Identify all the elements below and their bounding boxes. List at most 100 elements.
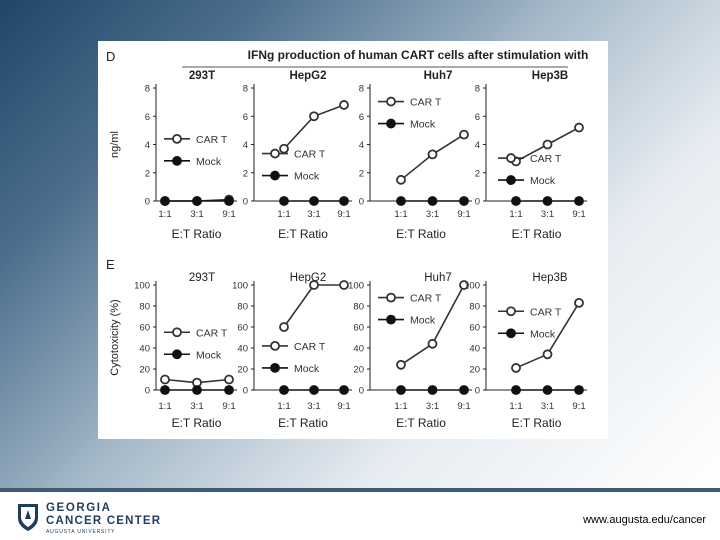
x-axis-label-D-hepg2: E:T Ratio — [278, 227, 328, 241]
data-point-E-hepg2-mock — [309, 385, 319, 395]
x-tick-label-D-huh7: 3:1 — [426, 209, 439, 220]
y-tick-label-D-huh7: 8 — [359, 84, 364, 95]
data-point-E-huh7-cart — [427, 338, 438, 349]
data-point-E-hepg2-cart — [339, 280, 349, 290]
x-axis-label-E-293t: E:T Ratio — [172, 416, 222, 430]
y-tick-label-D-hepg2: 4 — [243, 140, 248, 151]
y-tick-label-D-hep3b: 0 — [475, 197, 480, 208]
data-point-D-huh7-mock — [427, 196, 438, 206]
legend-marker-E-hepg2 — [270, 340, 280, 351]
legend-marker-D-hepg2 — [270, 148, 280, 159]
data-point-E-huh7-cart — [396, 359, 406, 370]
data-point-D-hep3b-mock — [511, 196, 521, 206]
x-tick-label-E-hep3b: 1:1 — [509, 401, 522, 412]
y-tick-label-D-293t: 2 — [145, 168, 150, 179]
data-point-E-293t-cart — [160, 374, 170, 385]
y-tick-label-E-huh7: 40 — [353, 344, 364, 355]
y-tick-label-E-hep3b: 80 — [469, 302, 480, 313]
legend-label-D-hep3b: CAR T — [530, 153, 562, 165]
y-tick-label-D-hep3b: 4 — [475, 140, 480, 151]
logo-line-3: AUGUSTA UNIVERSITY — [46, 529, 116, 535]
y-tick-label-E-hepg2: 60 — [237, 323, 248, 334]
x-tick-label-E-huh7: 3:1 — [426, 401, 439, 412]
y-tick-label-E-hep3b: 0 — [475, 386, 480, 397]
legend-marker-D-huh7 — [386, 96, 396, 107]
legend-label-E-hep3b: Mock — [530, 328, 556, 340]
x-axis-label-E-hep3b: E:T Ratio — [512, 416, 562, 430]
legend-label-E-huh7: Mock — [410, 315, 436, 327]
legend-label-E-hep3b: CAR T — [530, 306, 562, 318]
x-tick-label-E-hep3b: 3:1 — [541, 401, 554, 412]
y-tick-label-E-huh7: 20 — [353, 365, 364, 376]
data-point-D-huh7-mock — [396, 196, 406, 206]
y-tick-label-D-huh7: 2 — [359, 168, 364, 179]
x-tick-label-E-huh7: 1:1 — [394, 401, 407, 412]
subplot-title-D-hepg2: HepG2 — [289, 70, 326, 82]
y-tick-label-E-293t: 0 — [145, 386, 150, 397]
subplot-title-E-293t: 293T — [189, 272, 215, 284]
panel-letter-D: D — [106, 49, 115, 64]
y-tick-label-E-293t: 80 — [139, 302, 150, 313]
y-tick-label-E-hepg2: 80 — [237, 302, 248, 313]
y-tick-label-E-hepg2: 100 — [232, 281, 248, 292]
data-point-E-293t-mock — [160, 385, 170, 395]
x-tick-label-D-hepg2: 9:1 — [337, 209, 350, 220]
subplot-title-E-hep3b: Hep3B — [532, 272, 567, 284]
data-point-D-hepg2-cart — [339, 100, 349, 110]
legend-marker-D-293t — [172, 133, 182, 144]
website-url[interactable]: www.augusta.edu/cancer — [583, 514, 706, 526]
x-axis-label-D-hep3b: E:T Ratio — [512, 227, 562, 241]
legend-marker-E-huh7 — [386, 292, 396, 303]
x-axis-label-D-293t: E:T Ratio — [172, 227, 222, 241]
data-point-E-hepg2-cart — [309, 280, 319, 290]
data-point-E-hep3b-mock — [542, 385, 553, 395]
x-tick-label-E-hepg2: 9:1 — [337, 401, 350, 412]
data-point-E-hep3b-cart — [542, 349, 553, 360]
legend-label-E-hepg2: CAR T — [294, 341, 326, 353]
x-tick-label-E-hepg2: 1:1 — [277, 401, 290, 412]
legend-label-D-293t: Mock — [196, 156, 222, 168]
x-tick-label-E-hep3b: 9:1 — [572, 401, 585, 412]
y-tick-label-D-293t: 0 — [145, 197, 150, 208]
y-tick-label-E-293t: 60 — [139, 323, 150, 334]
data-point-E-hep3b-mock — [574, 385, 584, 395]
y-tick-label-E-hepg2: 0 — [243, 386, 248, 397]
data-point-D-293t-mock — [224, 196, 234, 206]
data-point-E-huh7-mock — [427, 385, 438, 395]
subplot-title-D-293t: 293T — [189, 70, 215, 82]
x-axis-label-E-hepg2: E:T Ratio — [278, 416, 328, 430]
data-point-E-hep3b-mock — [511, 385, 521, 395]
data-point-E-hep3b-cart — [574, 297, 584, 308]
y-tick-label-D-293t: 8 — [145, 84, 150, 95]
subplot-title-E-hepg2: HepG2 — [290, 272, 326, 284]
legend-label-D-huh7: Mock — [410, 119, 436, 131]
legend-marker-D-huh7 — [386, 118, 396, 129]
series-line-E-hepg2-cart — [283, 284, 344, 328]
y-tick-label-D-hepg2: 2 — [243, 168, 248, 179]
y-tick-label-D-hep3b: 2 — [475, 168, 480, 179]
x-tick-label-E-huh7: 9:1 — [457, 401, 470, 412]
panel-letter-E: E — [106, 257, 115, 272]
x-tick-label-E-293t: 9:1 — [222, 401, 235, 412]
data-point-D-hepg2-mock — [309, 196, 319, 206]
legend-marker-E-hep3b — [506, 306, 516, 317]
logo-line-1: GEORGIA — [46, 502, 112, 514]
data-point-D-hep3b-cart — [574, 122, 584, 133]
data-point-D-huh7-cart — [459, 129, 469, 140]
y-tick-label-D-293t: 6 — [145, 112, 150, 123]
logo-line-2: CANCER CENTER — [46, 515, 162, 527]
legend-label-D-hepg2: Mock — [294, 171, 320, 183]
data-point-D-hep3b-mock — [574, 196, 584, 206]
legend-marker-D-hep3b — [506, 175, 516, 185]
y-tick-label-E-huh7: 100 — [348, 281, 364, 292]
y-tick-label-D-huh7: 4 — [359, 140, 364, 151]
footer — [0, 492, 720, 540]
x-tick-label-E-hepg2: 3:1 — [307, 401, 320, 412]
x-tick-label-D-hepg2: 3:1 — [307, 209, 320, 220]
data-point-E-293t-mock — [224, 385, 234, 395]
data-point-E-hepg2-mock — [339, 385, 349, 395]
subplot-title-E-huh7: Huh7 — [424, 272, 452, 284]
y-tick-label-E-293t: 40 — [139, 344, 150, 355]
y-tick-label-E-hep3b: 20 — [469, 365, 480, 376]
figure-title: IFNg production of human CART cells afte… — [248, 48, 589, 62]
